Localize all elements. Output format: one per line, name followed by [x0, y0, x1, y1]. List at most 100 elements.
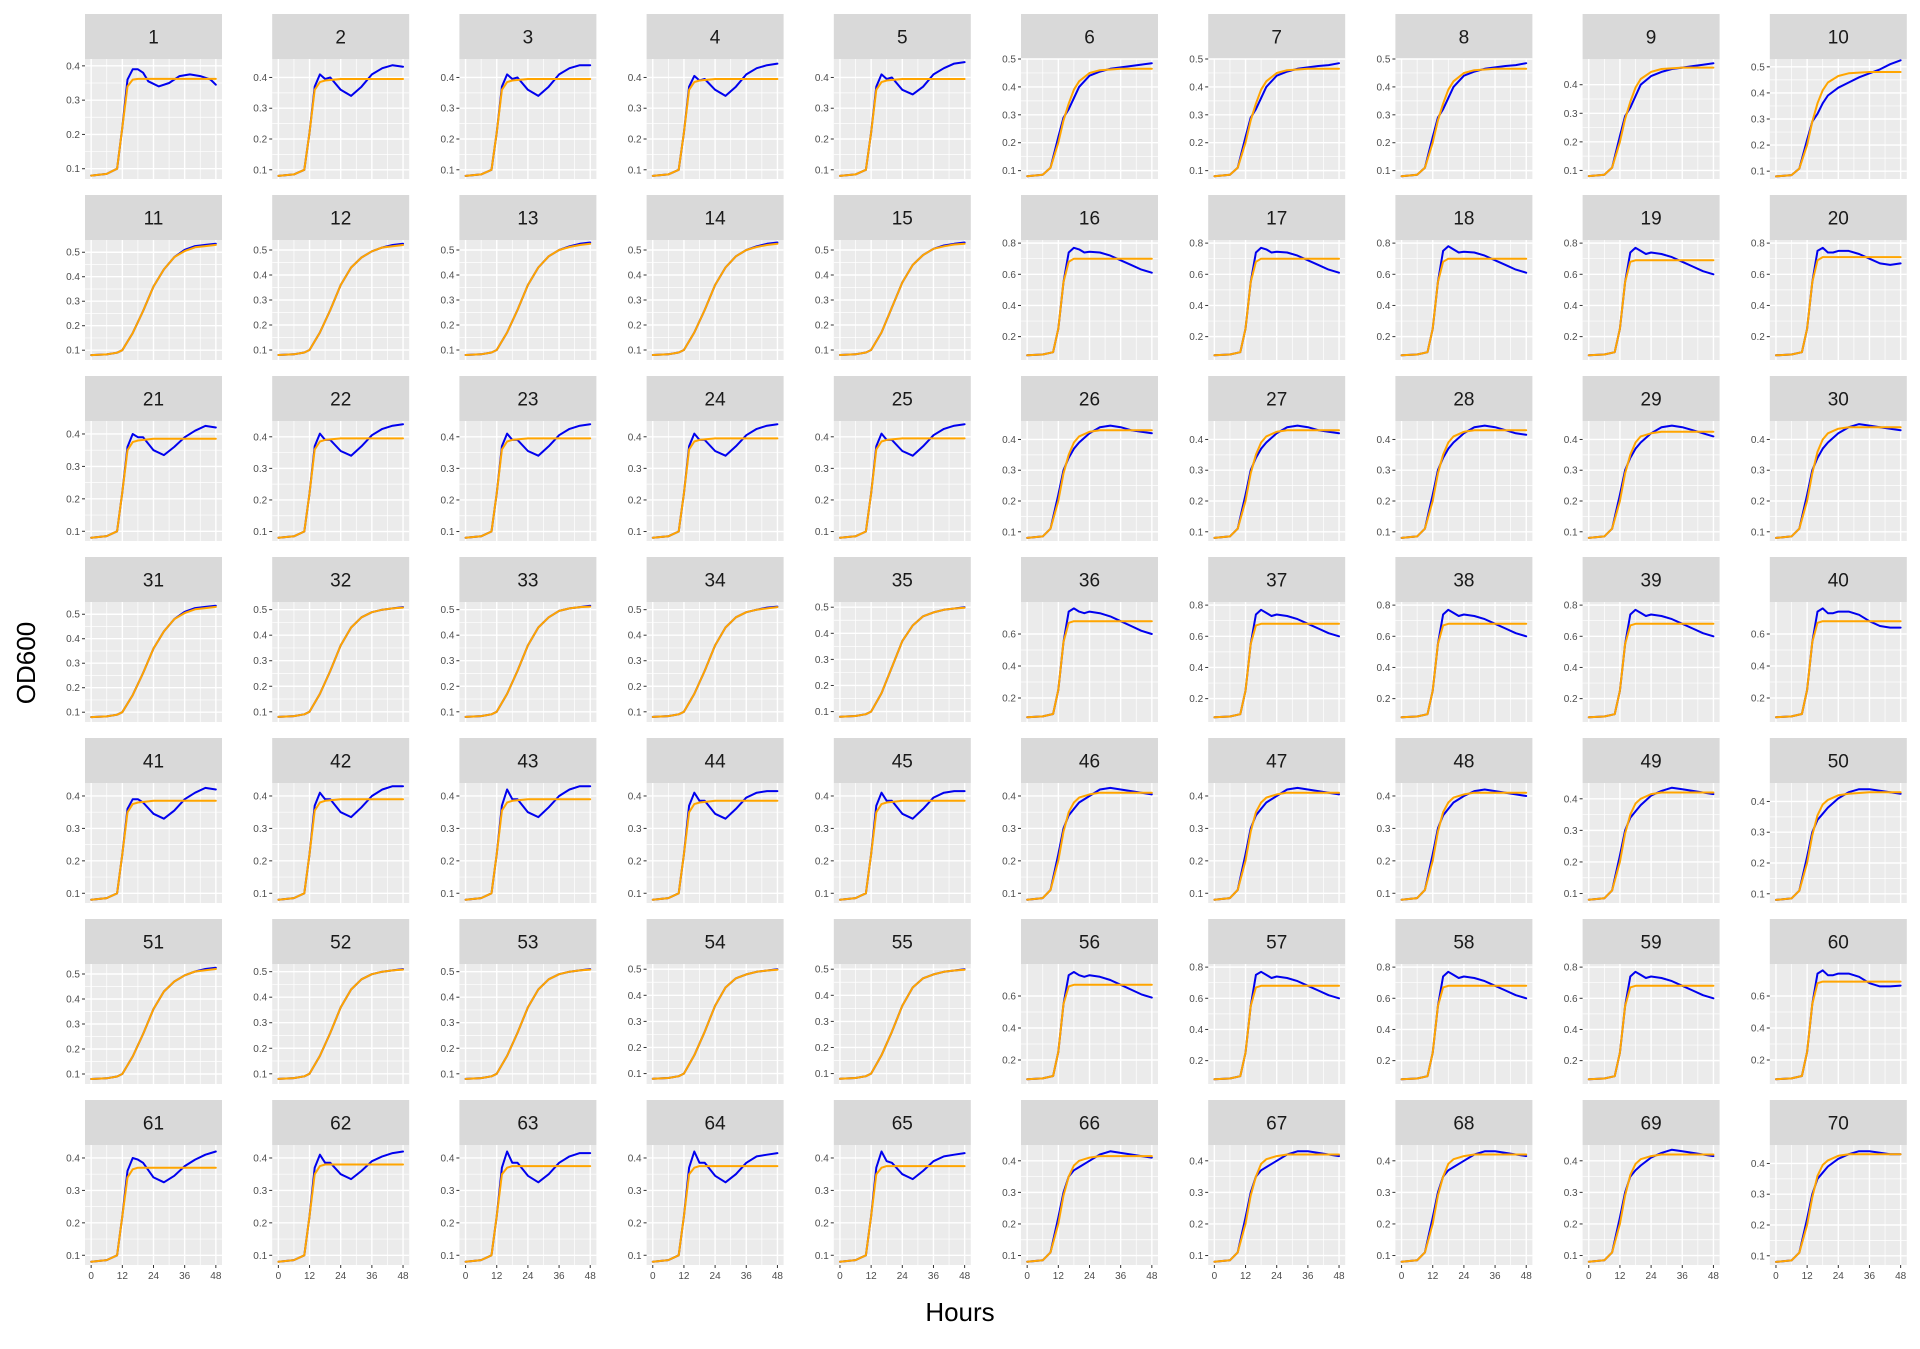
- x-tick-label: 0: [1024, 1271, 1030, 1282]
- x-tick-label: 36: [554, 1271, 566, 1282]
- y-tick-label: 0.1: [440, 527, 454, 538]
- facet-strip: [85, 557, 222, 602]
- series-line-fitted: [277, 968, 404, 1080]
- facet-panel: 25 0.1 0.2 0.3 0.4: [815, 376, 971, 541]
- series-line-fitted: [839, 799, 966, 901]
- y-tick-label: 0.4: [1376, 1156, 1390, 1167]
- facet-panel: 27 0.1 0.2 0.3 0.4: [1189, 376, 1346, 541]
- y-tick-label: 0.2: [815, 856, 829, 867]
- facet-label: 18: [1453, 209, 1474, 230]
- facet-panel: 48 0.1 0.2 0.3 0.4: [1376, 738, 1533, 903]
- y-tick-label: 0.3: [1002, 466, 1016, 477]
- series-line-fitted: [277, 437, 404, 539]
- facet-label: 59: [1641, 933, 1662, 954]
- y-tick-label: 0.2: [1002, 332, 1016, 343]
- facet-strip: [1208, 376, 1346, 421]
- facet-strip: [646, 14, 784, 59]
- facet-panel: 67 0.1 0.2 0.3 0.4 0 12 24 36 48: [1189, 1100, 1346, 1282]
- y-tick-label: 0.4: [628, 1153, 642, 1164]
- y-tick-label: 0.3: [253, 824, 267, 835]
- x-tick-label: 0: [88, 1271, 94, 1282]
- y-tick-label: 0.6: [1002, 630, 1016, 641]
- y-tick-label: 0.8: [1376, 601, 1390, 612]
- y-tick-label: 0.3: [440, 824, 454, 835]
- series-line-fitted: [464, 605, 592, 718]
- x-tick-label: 12: [491, 1271, 503, 1282]
- y-tick-label: 0.1: [628, 1251, 642, 1262]
- series-line-fitted: [1775, 426, 1902, 539]
- x-tick-label: 12: [1240, 1271, 1252, 1282]
- series-line-fitted: [90, 437, 217, 539]
- y-tick-label: 0.1: [440, 1069, 454, 1080]
- x-tick-label: 24: [335, 1271, 347, 1282]
- facet-panel: 35 0.1 0.2 0.3 0.4 0.5: [815, 557, 971, 722]
- y-tick-label: 0.3: [440, 104, 454, 115]
- facet-label: 29: [1641, 390, 1662, 411]
- facet-panel: 45 0.1 0.2 0.3 0.4: [815, 738, 971, 903]
- y-tick-label: 0.3: [815, 824, 829, 835]
- y-tick-label: 0.8: [1564, 239, 1578, 250]
- y-tick-label: 0.1: [815, 1251, 829, 1262]
- y-tick-label: 0.1: [66, 1251, 80, 1262]
- facet-strip: [1582, 738, 1720, 783]
- facet-strip: [1395, 557, 1533, 602]
- y-tick-label: 0.1: [1189, 527, 1203, 538]
- facet-strip: [459, 14, 597, 59]
- y-tick-label: 0.6: [1189, 270, 1203, 281]
- y-tick-label: 0.4: [1564, 301, 1578, 312]
- series-line-fitted: [1026, 620, 1153, 719]
- facet-panel: 16 0.2 0.4 0.6 0.8: [1002, 195, 1158, 360]
- x-tick-label: 12: [866, 1271, 878, 1282]
- y-tick-label: 0.4: [1002, 791, 1016, 802]
- facet-panel: 29 0.1 0.2 0.3 0.4: [1564, 376, 1720, 541]
- facet-panel: 11 0.1 0.2 0.3 0.4 0.5: [66, 195, 222, 360]
- facet-label: 16: [1079, 209, 1100, 230]
- facet-strip: [646, 738, 784, 783]
- y-tick-label: 0.3: [66, 1186, 80, 1197]
- y-tick-label: 0.4: [66, 61, 80, 72]
- y-tick-label: 0.2: [1002, 694, 1016, 705]
- facet-label: 40: [1828, 571, 1849, 592]
- y-tick-label: 0.6: [1002, 992, 1016, 1003]
- y-tick-label: 0.3: [1189, 466, 1203, 477]
- y-tick-label: 0.5: [815, 246, 829, 257]
- y-tick-label: 0.4: [815, 73, 829, 84]
- y-tick-label: 0.4: [1189, 435, 1203, 446]
- y-tick-label: 0.6: [1751, 630, 1765, 641]
- y-tick-label: 0.6: [1376, 270, 1390, 281]
- series-line-fitted: [277, 244, 404, 356]
- facet-strip: [1208, 1100, 1346, 1145]
- y-tick-label: 0.8: [1376, 963, 1390, 974]
- facet-panel: 5 0.1 0.2 0.3 0.4: [815, 14, 971, 179]
- facet-label: 62: [330, 1114, 351, 1135]
- series-line-fitted: [277, 1163, 404, 1263]
- y-tick-label: 0.1: [253, 1069, 267, 1080]
- facet-strip: [1395, 14, 1533, 59]
- facet-label: 58: [1453, 933, 1474, 954]
- series-line-fitted: [1400, 257, 1528, 357]
- facet-strip: [459, 1100, 597, 1145]
- facet-panel: 1 0.1 0.2 0.3 0.4: [66, 14, 222, 179]
- facet-panel: 51 0.1 0.2 0.3 0.4 0.5: [66, 919, 222, 1084]
- y-tick-label: 0.3: [815, 655, 829, 666]
- y-tick-label: 0.4: [1376, 301, 1390, 312]
- facet-panel: 23 0.1 0.2 0.3 0.4: [440, 376, 597, 541]
- facet-strip: [646, 376, 784, 421]
- facet-panel: 12 0.1 0.2 0.3 0.4 0.5: [253, 195, 410, 360]
- y-tick-label: 0.2: [1376, 497, 1390, 508]
- y-tick-label: 0.5: [628, 965, 642, 976]
- y-tick-label: 0.1: [1189, 889, 1203, 900]
- facet-label: 33: [517, 571, 538, 592]
- y-tick-label: 0.2: [440, 495, 454, 506]
- facet-strip: [272, 14, 410, 59]
- facet-label: 3: [523, 28, 534, 49]
- y-tick-label: 0.1: [66, 889, 80, 900]
- y-tick-label: 0.3: [440, 1186, 454, 1197]
- series-line-fitted: [651, 242, 779, 356]
- y-tick-label: 0.1: [628, 889, 642, 900]
- facet-label: 24: [705, 390, 727, 411]
- y-tick-label: 0.1: [628, 165, 642, 176]
- x-tick-label: 36: [928, 1271, 940, 1282]
- facet-panel: 30 0.1 0.2 0.3 0.4: [1751, 376, 1907, 541]
